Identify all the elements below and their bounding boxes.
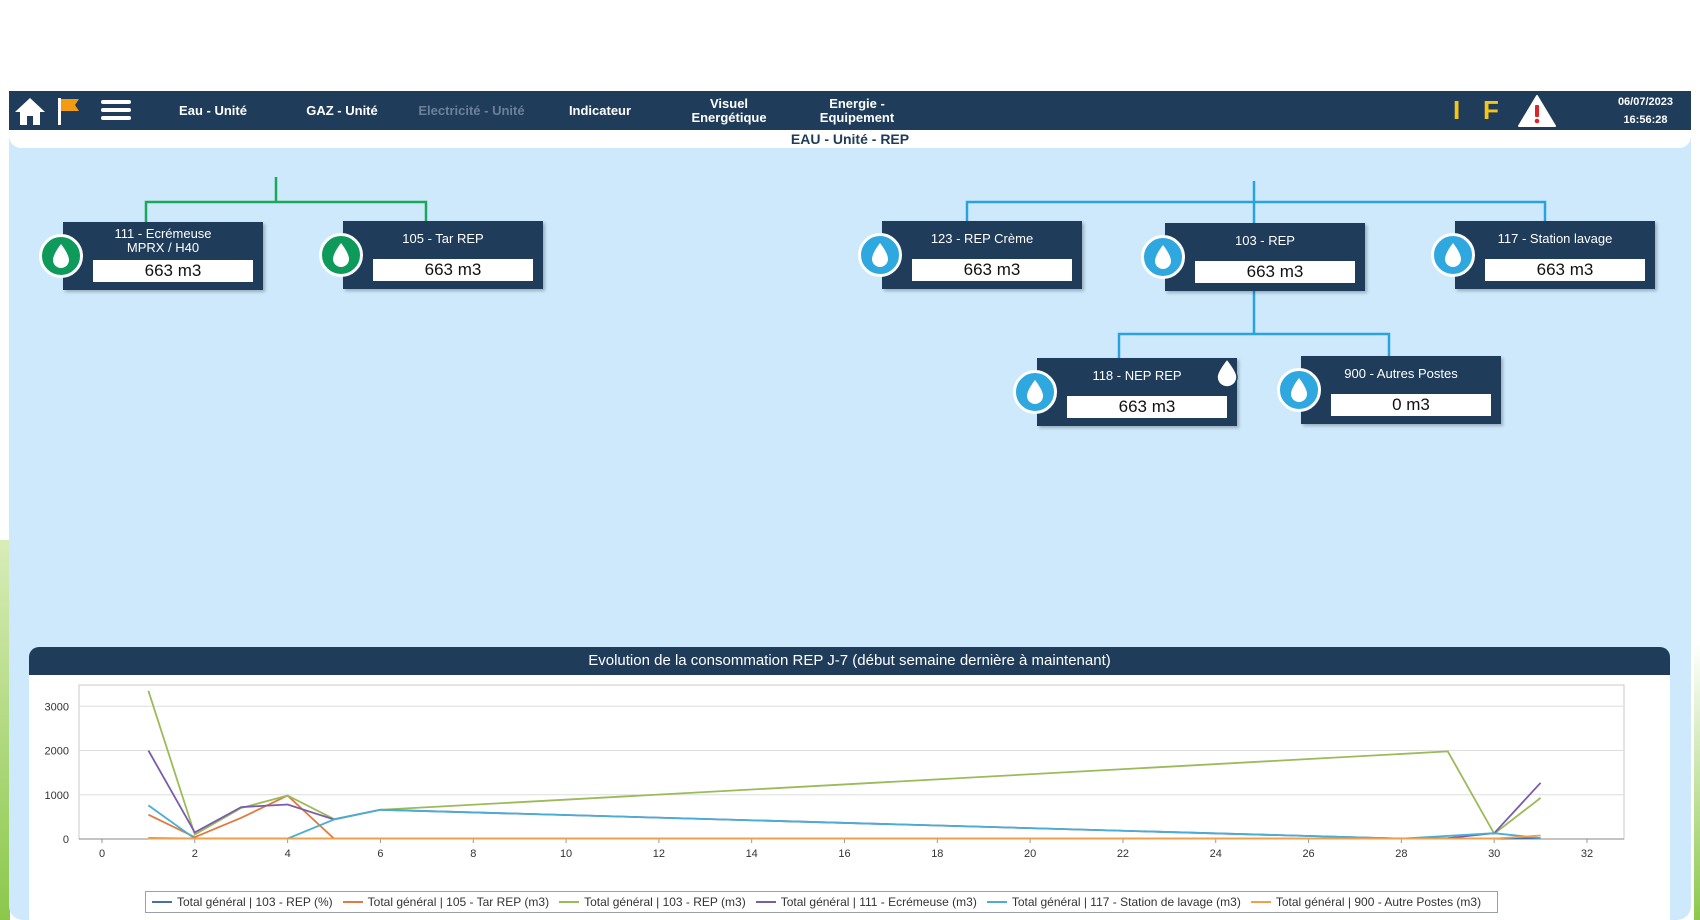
series-line-6 [148, 834, 1541, 840]
legend-swatch [342, 901, 363, 903]
water-drop-icon [1431, 233, 1475, 277]
x-tick-label: 30 [1488, 848, 1500, 860]
node-value: 0 m3 [1331, 394, 1491, 416]
water-drop-icon [319, 233, 363, 277]
node-111-ecremeuse[interactable]: 111 - Ecrémeuse MPRX / H40 663 m3 [63, 222, 263, 290]
node-title: 103 - REP [1235, 233, 1295, 248]
x-tick-label: 32 [1581, 848, 1593, 860]
x-tick-label: 8 [470, 848, 476, 860]
legend-item-5[interactable]: Total général | 117 - Station de lavage … [986, 895, 1241, 909]
legend-label: Total général | 111 - Ecrémeuse (m3) [780, 895, 977, 909]
x-tick-label: 2 [192, 848, 198, 860]
left-accent [0, 540, 10, 920]
x-tick-label: 16 [838, 848, 850, 860]
legend-item-2[interactable]: Total général | 105 - Tar REP (m3) [342, 895, 550, 909]
legend-label: Total général | 117 - Station de lavage … [1011, 895, 1241, 909]
node-118-nep-rep[interactable]: 118 - NEP REP 663 m3 [1037, 358, 1237, 426]
x-tick-label: 6 [377, 848, 383, 860]
y-tick-label: 0 [63, 834, 69, 846]
node-title: 123 - REP Crème [930, 231, 1034, 246]
x-tick-label: 20 [1024, 848, 1036, 860]
node-105-tar-rep[interactable]: 105 - Tar REP 663 m3 [343, 221, 543, 289]
node-900-autres-postes[interactable]: 900 - Autres Postes 0 m3 [1301, 356, 1501, 424]
date-text: 06/07/2023 [1617, 96, 1673, 108]
flag-icon[interactable] [55, 95, 83, 132]
connector-blue-bottom [1117, 291, 1391, 358]
legend-label: Total général | 105 - Tar REP (m3) [367, 895, 550, 909]
indicator-i[interactable]: I [1453, 95, 1461, 125]
time-text: 16:56:28 [1623, 114, 1668, 126]
node-value: 663 m3 [93, 260, 253, 282]
water-drop-icon [1013, 370, 1057, 414]
x-tick-label: 0 [99, 848, 105, 860]
y-tick-label: 2000 [45, 746, 69, 758]
legend-swatch [1250, 901, 1271, 903]
x-tick-label: 18 [931, 848, 943, 860]
x-tick-label: 10 [560, 848, 572, 860]
legend-label: Total général | 900 - Autre Postes (m3) [1275, 895, 1482, 909]
legend-label: Total général | 103 - REP (m3) [584, 895, 746, 909]
node-value: 663 m3 [1067, 396, 1227, 418]
y-tick-label: 1000 [45, 790, 69, 802]
legend-item-4[interactable]: Total général | 111 - Ecrémeuse (m3) [755, 895, 977, 909]
chart-title: Evolution de la consommation REP J-7 (dé… [29, 647, 1670, 675]
nav-energie-equipement[interactable]: Energie - Equipement [819, 95, 895, 125]
indicator-f[interactable]: F [1483, 95, 1499, 125]
legend-item-1[interactable]: Total général | 103 - REP (%) [152, 895, 333, 909]
legend-swatch [755, 901, 776, 903]
legend-item-3[interactable]: Total général | 103 - REP (m3) [559, 895, 746, 909]
nav-visuel-energetique[interactable]: Visuel Energétique [691, 95, 767, 125]
water-drop-icon [1141, 235, 1185, 279]
warning-icon[interactable] [1517, 94, 1557, 133]
node-title: 118 - NEP REP [1092, 368, 1182, 383]
node-title: 900 - Autres Postes [1344, 366, 1458, 381]
node-value: 663 m3 [912, 259, 1072, 281]
chart-legend: Total général | 103 - REP (%) Total génér… [145, 891, 1499, 913]
node-value: 663 m3 [373, 259, 533, 281]
x-tick-label: 22 [1117, 848, 1129, 860]
consumption-chart-panel: Evolution de la consommation REP J-7 (dé… [29, 647, 1670, 920]
menu-icon[interactable] [101, 99, 131, 126]
node-value: 663 m3 [1195, 261, 1355, 283]
nav-eau-unite[interactable]: Eau - Unité [179, 102, 247, 118]
x-tick-label: 4 [285, 848, 291, 860]
x-tick-label: 14 [746, 848, 758, 860]
node-title: 117 - Station lavage [1497, 231, 1613, 246]
water-drop-icon [1277, 368, 1321, 412]
legend-swatch [559, 901, 580, 903]
node-title: 111 - Ecrémeuse MPRX / H40 [114, 226, 212, 255]
y-tick-label: 3000 [45, 701, 69, 713]
tree-connectors [144, 177, 1547, 358]
legend-item-6[interactable]: Total général | 900 - Autre Postes (m3) [1250, 895, 1482, 909]
datetime: 06/07/2023 16:56:28 [1618, 93, 1673, 129]
page-title: EAU - Unité - REP [9, 130, 1691, 148]
x-tick-label: 12 [653, 848, 665, 860]
x-tick-label: 28 [1395, 848, 1407, 860]
x-tick-label: 24 [1210, 848, 1222, 860]
nav-electricite-unite[interactable]: Electricité - Unité [418, 102, 525, 118]
legend-label: Total général | 103 - REP (%) [177, 895, 333, 909]
top-navbar: Eau - Unité GAZ - Unité Electricité - Un… [9, 91, 1691, 130]
water-drop-icon [39, 234, 83, 278]
node-value: 663 m3 [1485, 259, 1645, 281]
nav-gaz-unite[interactable]: GAZ - Unité [306, 102, 378, 118]
node-123-rep-creme[interactable]: 123 - REP Crème 663 m3 [882, 221, 1082, 289]
app-window: Eau - Unité GAZ - Unité Electricité - Un… [9, 91, 1691, 920]
home-icon[interactable] [13, 95, 47, 132]
node-117-station-lavage[interactable]: 117 - Station lavage 663 m3 [1455, 221, 1655, 289]
water-drop-icon [858, 233, 902, 277]
right-accent [1694, 0, 1700, 920]
legend-swatch [152, 901, 172, 903]
connector-green [144, 177, 428, 222]
connector-blue-top [965, 181, 1547, 223]
node-title: 105 - Tar REP [402, 231, 484, 246]
node-103-rep[interactable]: 103 - REP 663 m3 [1165, 223, 1365, 291]
legend-swatch [986, 901, 1007, 903]
plot-area [78, 684, 1625, 840]
x-tick-label: 26 [1302, 848, 1314, 860]
nav-indicateur[interactable]: Indicateur [568, 102, 632, 118]
cursor-drop-icon [1214, 357, 1240, 392]
